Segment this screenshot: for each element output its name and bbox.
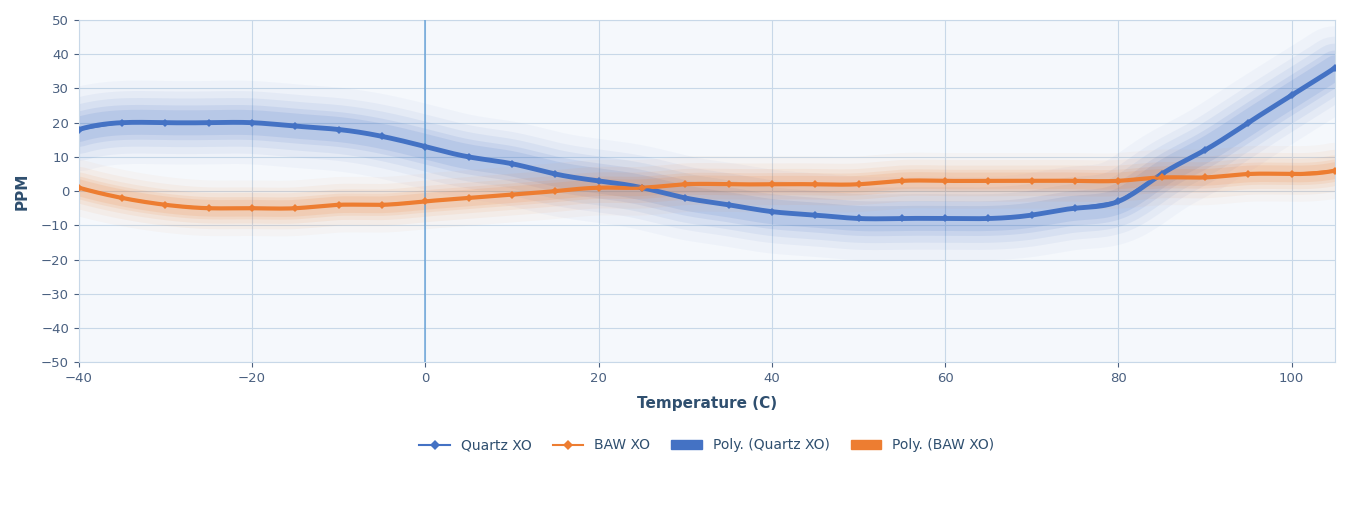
X-axis label: Temperature (C): Temperature (C) — [637, 396, 778, 411]
Y-axis label: PPM: PPM — [15, 173, 30, 210]
Legend: Quartz XO, BAW XO, Poly. (Quartz XO), Poly. (BAW XO): Quartz XO, BAW XO, Poly. (Quartz XO), Po… — [414, 433, 1000, 458]
